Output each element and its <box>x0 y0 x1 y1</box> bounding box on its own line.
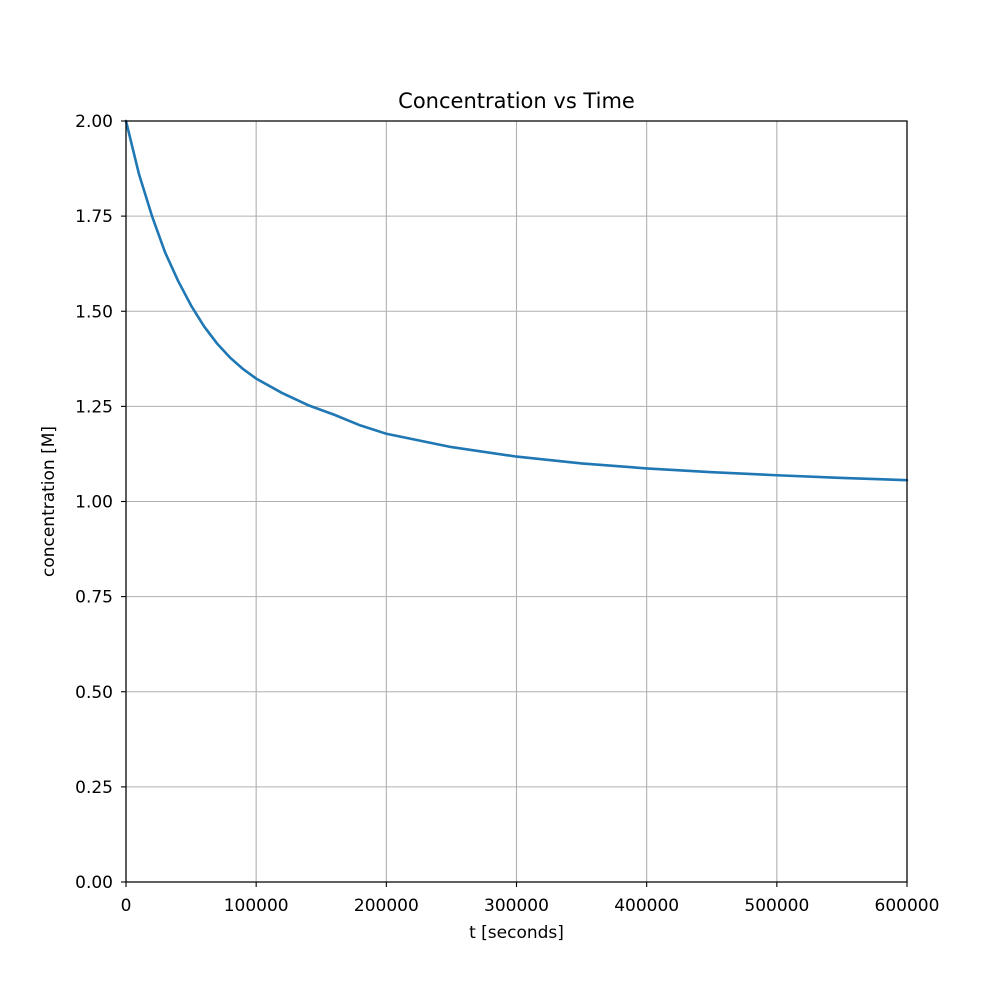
y-tick-label: 0.25 <box>75 778 113 798</box>
y-tick-label: 2.00 <box>75 112 113 132</box>
y-tick-label: 1.25 <box>75 397 113 417</box>
y-tick-label: 1.50 <box>75 302 113 322</box>
grid <box>125 120 908 883</box>
x-tick-label: 100000 <box>224 896 289 916</box>
x-tick-label: 0 <box>121 896 132 916</box>
y-tick-label: 0.75 <box>75 588 113 608</box>
x-tick-label: 600000 <box>875 896 940 916</box>
y-tick-label: 0.50 <box>75 683 113 703</box>
x-tick-label: 300000 <box>484 896 549 916</box>
series-layer <box>124 119 909 482</box>
chart-title: Concentration vs Time <box>398 89 635 113</box>
x-tick-label: 200000 <box>354 896 419 916</box>
series-line <box>124 119 909 482</box>
x-tick-label: 400000 <box>614 896 679 916</box>
y-axis-label: concentration [M] <box>39 426 59 577</box>
y-tick-label: 0.00 <box>75 873 113 893</box>
x-tick-label: 500000 <box>744 896 809 916</box>
y-tick-label: 1.00 <box>75 493 113 513</box>
y-tick-label: 1.75 <box>75 207 113 227</box>
ticks: 0 100000 200000 300000 400000 500000 600000 0.0… <box>75 112 939 916</box>
x-axis-label: t [seconds] <box>469 923 564 943</box>
